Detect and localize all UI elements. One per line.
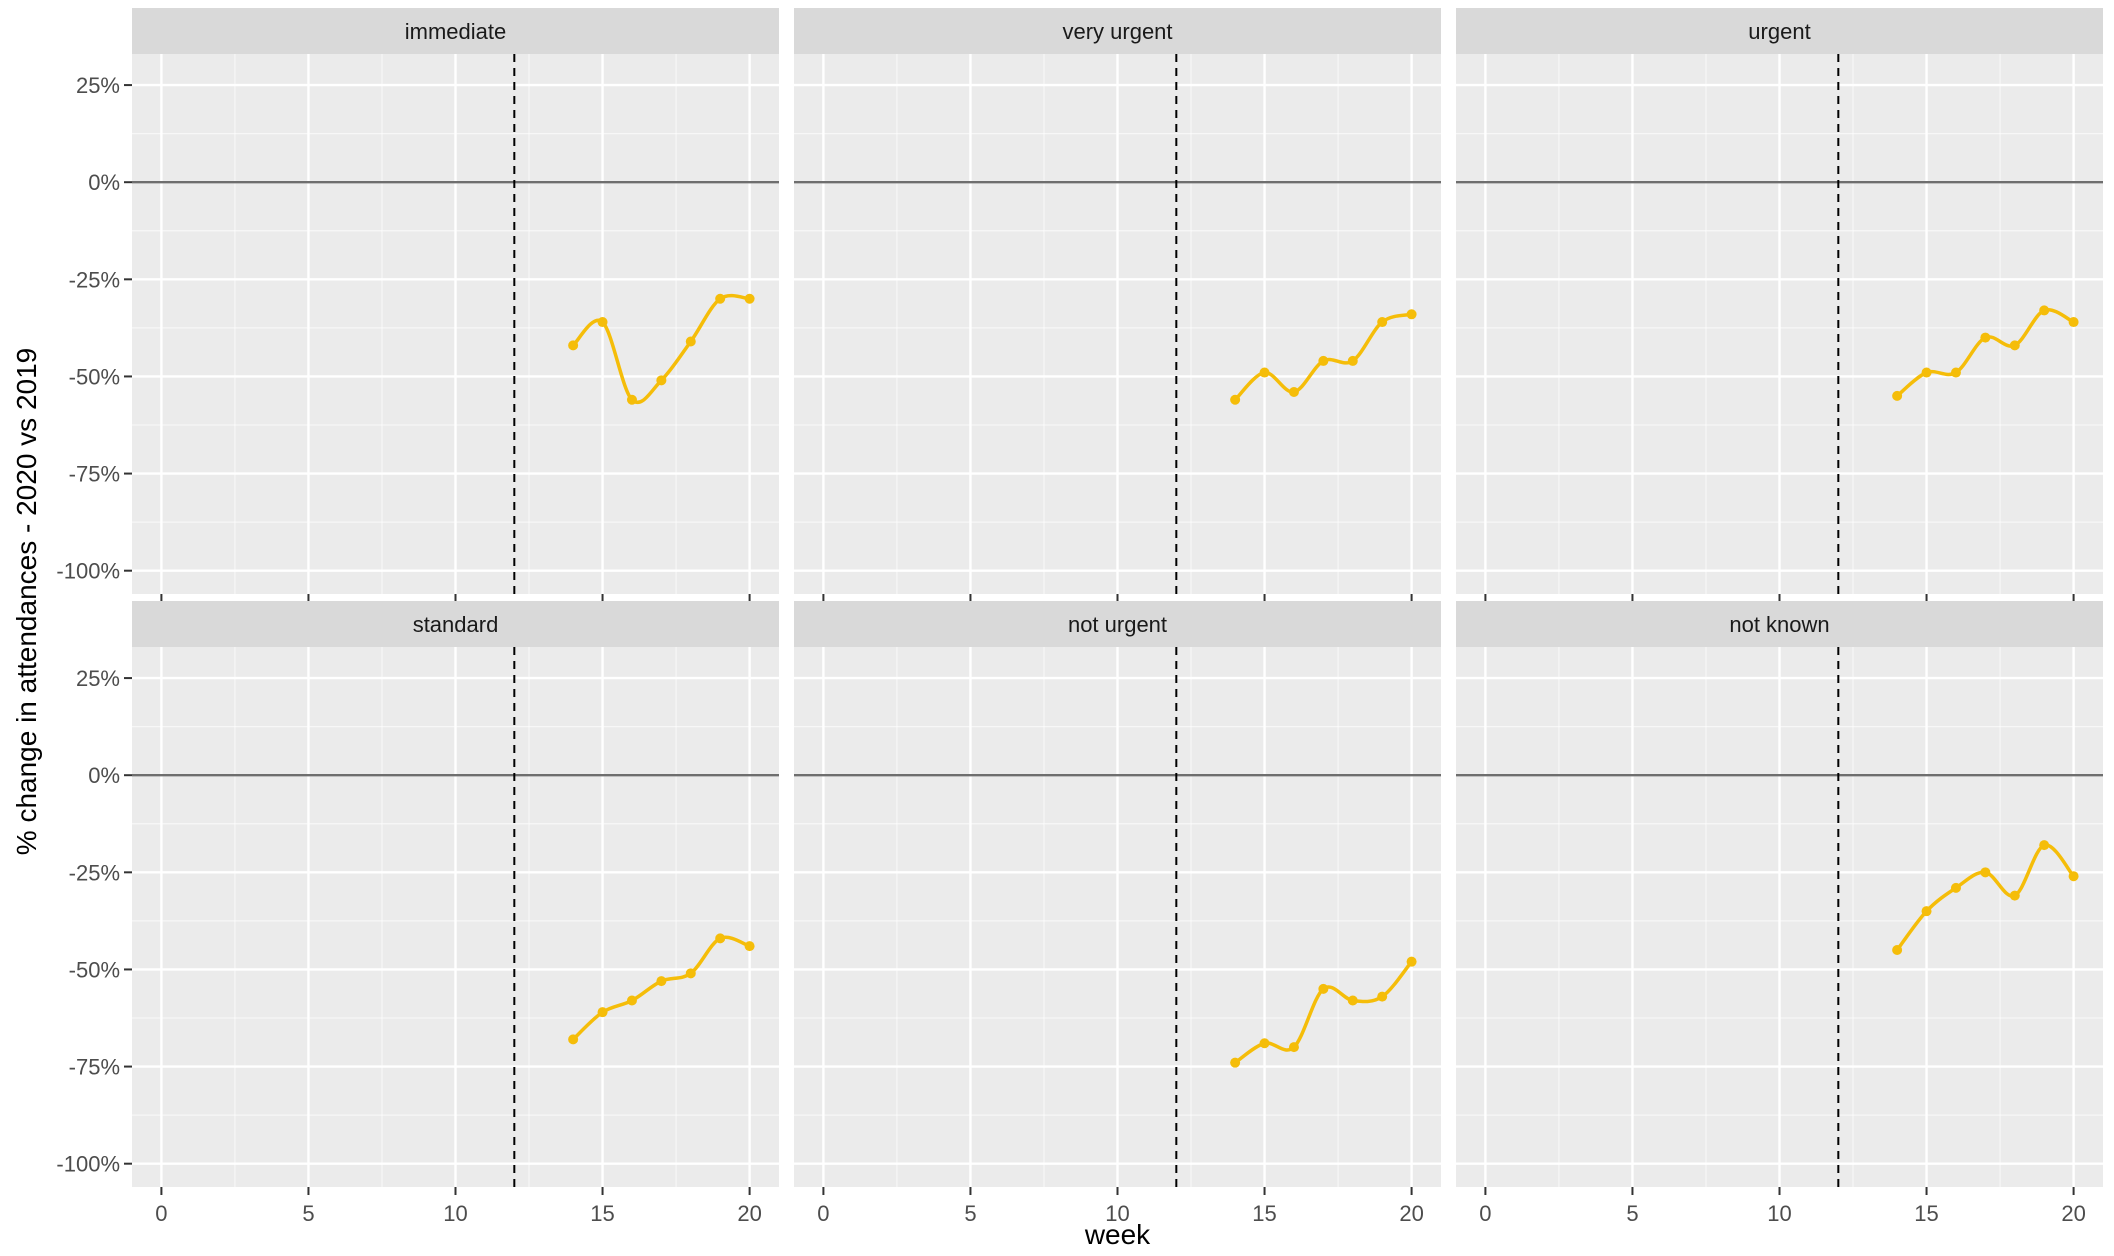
data-point bbox=[597, 1007, 608, 1018]
facet-title: not known bbox=[1729, 612, 1829, 637]
panel-standard: standard 25% 0% -25% -50% -75% -100% 0 5 10 15 20 bbox=[56, 601, 779, 1226]
panel-urgent: urgent bbox=[1456, 8, 2103, 602]
x-tick-label: 20 bbox=[737, 1201, 761, 1226]
data-point bbox=[626, 995, 637, 1006]
data-point bbox=[715, 933, 726, 944]
data-point bbox=[568, 340, 579, 351]
y-tick-label: -100% bbox=[56, 559, 120, 584]
data-point bbox=[1318, 355, 1329, 366]
data-point bbox=[1347, 995, 1358, 1006]
data-point bbox=[1921, 367, 1932, 378]
x-tick-label: 15 bbox=[590, 1201, 614, 1226]
x-tick-label: 20 bbox=[2061, 1201, 2085, 1226]
data-point bbox=[597, 317, 608, 328]
data-point bbox=[2068, 317, 2079, 328]
y-tick-label: -75% bbox=[69, 1055, 120, 1080]
panel-not-urgent: not urgent 0 5 10 15 20 bbox=[794, 601, 1441, 1226]
x-tick-label: 15 bbox=[1252, 1201, 1276, 1226]
data-point bbox=[1950, 882, 1961, 893]
facet-strip bbox=[132, 601, 779, 647]
data-point bbox=[2039, 305, 2050, 316]
data-point bbox=[568, 1034, 579, 1045]
x-tick-label: 10 bbox=[1767, 1201, 1791, 1226]
data-point bbox=[1288, 1042, 1299, 1053]
x-tick-label: 5 bbox=[964, 1201, 976, 1226]
facet-title: standard bbox=[413, 612, 499, 637]
y-tick-label: -75% bbox=[69, 462, 120, 487]
y-tick-label: -25% bbox=[69, 267, 120, 292]
y-tick-label: 25% bbox=[76, 73, 120, 98]
y-tick-label: -50% bbox=[69, 957, 120, 982]
y-tick-label: 0% bbox=[88, 763, 120, 788]
facet-title: urgent bbox=[1748, 19, 1810, 44]
data-point bbox=[1259, 367, 1270, 378]
x-tick-label: 20 bbox=[1399, 1201, 1423, 1226]
facet-title: very urgent bbox=[1062, 19, 1172, 44]
x-tick-label: 5 bbox=[1626, 1201, 1638, 1226]
data-point bbox=[1950, 367, 1961, 378]
data-point bbox=[685, 336, 696, 347]
y-tick-label: 25% bbox=[76, 666, 120, 691]
data-point bbox=[744, 941, 755, 952]
y-tick-label: -100% bbox=[56, 1152, 120, 1177]
data-point bbox=[1318, 983, 1329, 994]
facet-strip bbox=[794, 8, 1441, 54]
panel-very-urgent: very urgent bbox=[794, 8, 1441, 602]
data-point bbox=[1406, 956, 1417, 967]
data-point bbox=[1377, 317, 1388, 328]
data-point bbox=[1347, 355, 1358, 366]
x-tick-label: 0 bbox=[155, 1201, 167, 1226]
data-point bbox=[1980, 867, 1991, 878]
facet-strip bbox=[1456, 8, 2103, 54]
data-point bbox=[1230, 394, 1241, 405]
data-point bbox=[1230, 1057, 1241, 1068]
y-axis-title: % change in attendances - 2020 vs 2019 bbox=[11, 348, 42, 855]
x-tick-label: 5 bbox=[302, 1201, 314, 1226]
data-point bbox=[1259, 1038, 1270, 1049]
data-point bbox=[1288, 386, 1299, 397]
panel-immediate: immediate 25% 0% -25% -50% -75% -100% bbox=[56, 8, 779, 602]
data-point bbox=[1892, 945, 1903, 956]
facet-strip bbox=[1456, 601, 2103, 647]
data-point bbox=[2068, 871, 2079, 882]
facet-strip bbox=[794, 601, 1441, 647]
data-point bbox=[1921, 906, 1932, 917]
data-point bbox=[744, 293, 755, 304]
data-point bbox=[2009, 340, 2020, 351]
data-point bbox=[656, 976, 667, 987]
data-point bbox=[2039, 840, 2050, 851]
x-tick-label: 0 bbox=[1479, 1201, 1491, 1226]
x-tick-label: 10 bbox=[443, 1201, 467, 1226]
y-tick-label: 0% bbox=[88, 170, 120, 195]
data-point bbox=[1406, 309, 1417, 320]
data-point bbox=[626, 394, 637, 405]
data-point bbox=[1377, 991, 1388, 1002]
x-tick-label: 15 bbox=[1914, 1201, 1938, 1226]
data-point bbox=[2009, 890, 2020, 901]
panel-not-known: not known 0 5 10 15 20 bbox=[1456, 601, 2103, 1226]
data-point bbox=[1892, 390, 1903, 401]
data-point bbox=[685, 968, 696, 979]
x-tick-label: 10 bbox=[1105, 1201, 1129, 1226]
data-point bbox=[1980, 332, 1991, 343]
facet-title: immediate bbox=[405, 19, 506, 44]
x-axis-title: week bbox=[1084, 1219, 1151, 1250]
facet-title: not urgent bbox=[1068, 612, 1167, 637]
y-tick-label: -50% bbox=[69, 364, 120, 389]
data-point bbox=[656, 375, 667, 386]
x-tick-label: 0 bbox=[817, 1201, 829, 1226]
data-point bbox=[715, 293, 726, 304]
y-tick-label: -25% bbox=[69, 860, 120, 885]
facet-strip bbox=[132, 8, 779, 54]
